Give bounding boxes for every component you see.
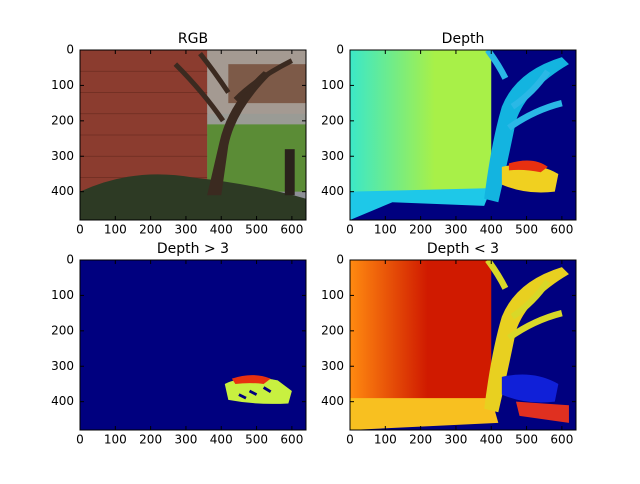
x-tick-label: 0 xyxy=(76,223,84,237)
x-tick-label: 600 xyxy=(280,433,303,447)
y-tick-label: 100 xyxy=(321,78,344,92)
x-tick-label: 600 xyxy=(550,433,573,447)
y-tick-label: 300 xyxy=(321,359,344,373)
y-tick-label: 100 xyxy=(321,288,344,302)
y-tick-label: 200 xyxy=(321,323,344,337)
panel-title: Depth xyxy=(442,31,485,47)
y-tick-label: 400 xyxy=(321,394,344,408)
x-tick-label: 400 xyxy=(480,223,503,237)
y-tick-label: 0 xyxy=(336,253,344,267)
x-tick-label: 100 xyxy=(104,223,127,237)
x-tick-label: 500 xyxy=(515,223,538,237)
y-tick-label: 100 xyxy=(51,78,74,92)
x-tick-label: 0 xyxy=(346,433,354,447)
y-tick-label: 0 xyxy=(336,43,344,57)
panel-title: Depth > 3 xyxy=(157,241,229,257)
x-tick-label: 0 xyxy=(76,433,84,447)
y-tick-label: 200 xyxy=(321,113,344,127)
x-tick-label: 200 xyxy=(409,223,432,237)
y-tick-label: 300 xyxy=(321,149,344,163)
x-tick-label: 300 xyxy=(444,433,467,447)
axes-frame xyxy=(79,259,307,431)
x-tick-label: 100 xyxy=(374,223,397,237)
y-tick-label: 200 xyxy=(51,323,74,337)
y-tick-label: 0 xyxy=(66,253,74,267)
x-tick-label: 500 xyxy=(245,223,268,237)
x-tick-label: 0 xyxy=(346,223,354,237)
x-tick-label: 400 xyxy=(210,223,233,237)
x-tick-label: 500 xyxy=(515,433,538,447)
x-tick-label: 200 xyxy=(139,433,162,447)
x-tick-label: 400 xyxy=(210,433,233,447)
mask-far-image xyxy=(80,260,306,430)
y-tick-label: 300 xyxy=(51,359,74,373)
y-tick-label: 300 xyxy=(51,149,74,163)
y-tick-label: 200 xyxy=(51,113,74,127)
axes-frame xyxy=(349,259,577,431)
y-tick-label: 100 xyxy=(51,288,74,302)
x-tick-label: 300 xyxy=(444,223,467,237)
y-tick-label: 400 xyxy=(51,184,74,198)
x-tick-label: 600 xyxy=(280,223,303,237)
x-tick-label: 200 xyxy=(139,223,162,237)
x-tick-label: 100 xyxy=(104,433,127,447)
panel-title: Depth < 3 xyxy=(427,241,499,257)
rgb-image xyxy=(80,50,306,220)
y-tick-label: 400 xyxy=(51,394,74,408)
x-tick-label: 100 xyxy=(374,433,397,447)
y-tick-label: 0 xyxy=(66,43,74,57)
axes-frame xyxy=(79,49,307,221)
mask-near-image xyxy=(350,260,576,430)
x-tick-label: 500 xyxy=(245,433,268,447)
x-tick-label: 400 xyxy=(480,433,503,447)
panel-title: RGB xyxy=(178,31,208,47)
x-tick-label: 300 xyxy=(174,433,197,447)
depth-image xyxy=(350,50,576,220)
axes-frame xyxy=(349,49,577,221)
x-tick-label: 600 xyxy=(550,223,573,237)
y-tick-label: 400 xyxy=(321,184,344,198)
x-tick-label: 200 xyxy=(409,433,432,447)
x-tick-label: 300 xyxy=(174,223,197,237)
